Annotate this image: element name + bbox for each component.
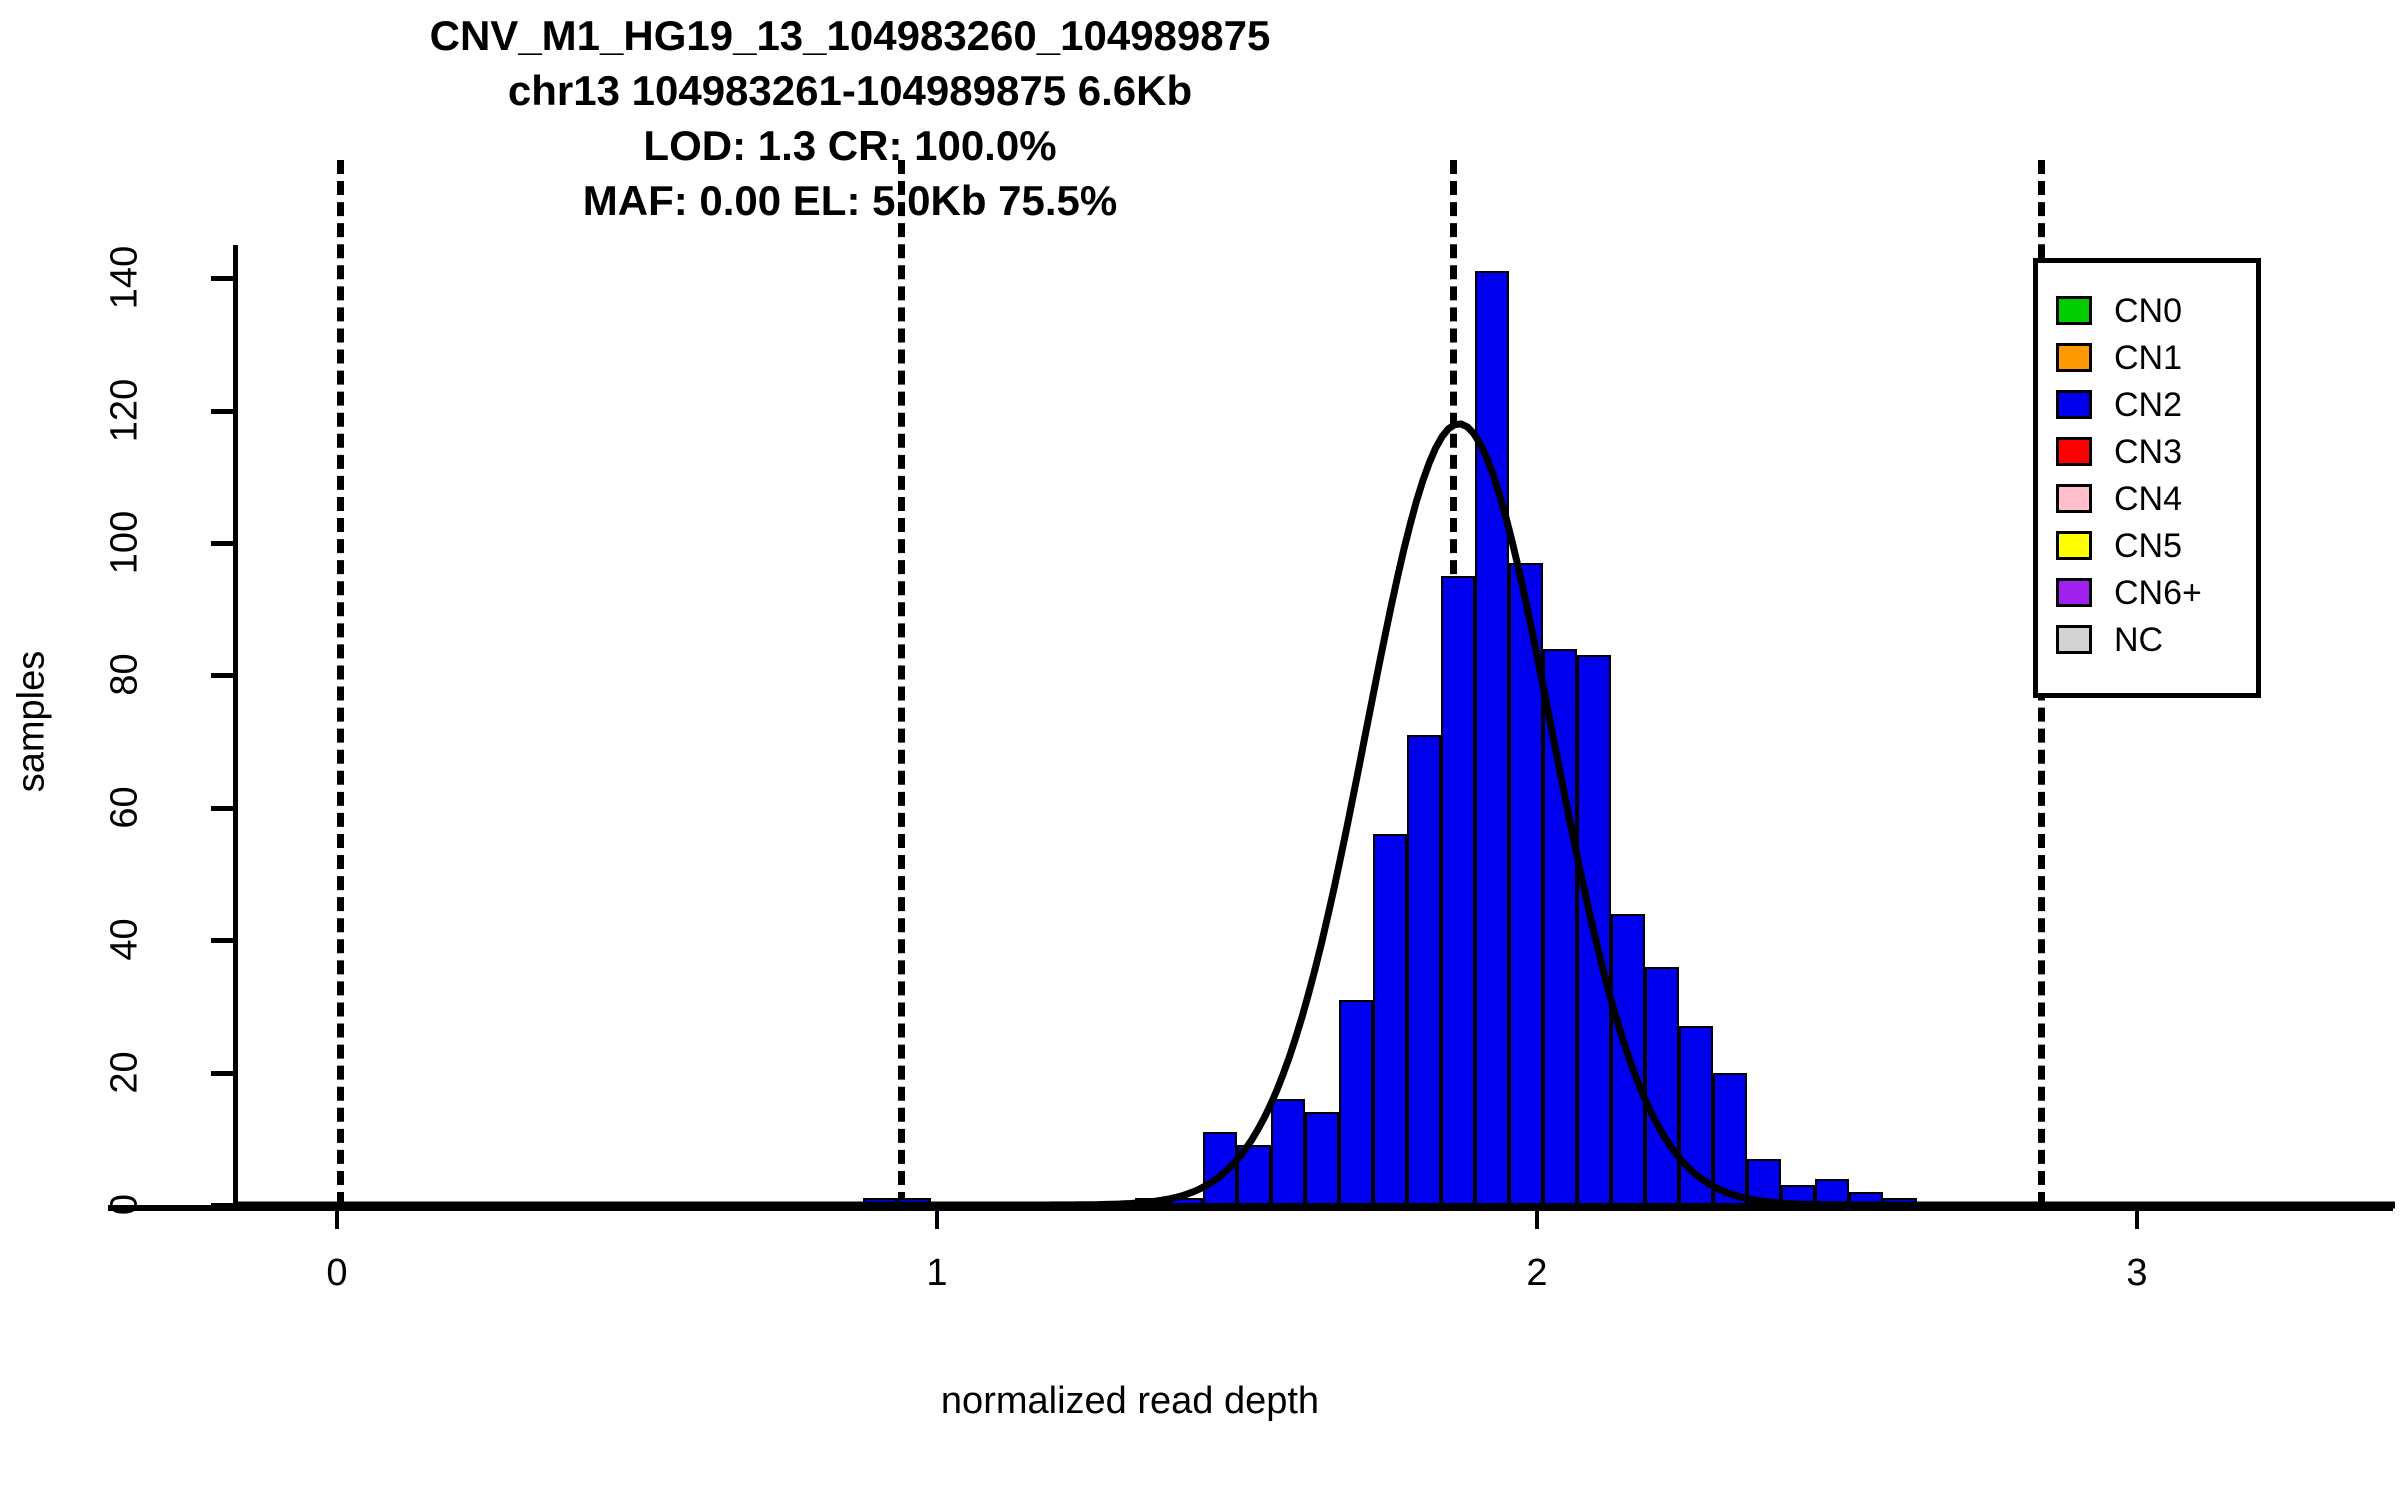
legend-swatch-icon (2056, 484, 2092, 513)
legend-swatch-icon (2056, 343, 2092, 372)
y-axis-title: samples (0, 0, 60, 1500)
histogram-bar (1475, 271, 1509, 1205)
legend-item-cn2[interactable]: CN2 (2038, 381, 2256, 428)
x-tick-label: 2 (1526, 1252, 1548, 1294)
legend-item-cn4[interactable]: CN4 (2038, 475, 2256, 522)
legend-item-cn5[interactable]: CN5 (2038, 522, 2256, 569)
y-tick-label: 80 (103, 653, 146, 696)
legend-swatch-icon (2056, 437, 2092, 466)
legend-swatch-icon (2056, 390, 2092, 419)
legend-item-label: CN0 (2114, 291, 2183, 330)
y-tick-mark (211, 673, 233, 679)
density-curve (235, 420, 2395, 1209)
x-axis-title: normalized read depth (0, 1380, 2260, 1423)
x-tick-mark (2135, 1205, 2139, 1229)
x-axis-title-label: normalized read depth (940, 1380, 1320, 1422)
legend-swatch-icon (2056, 531, 2092, 560)
y-tick-label: 120 (103, 378, 146, 442)
histogram-bar (1407, 734, 1442, 1205)
y-tick-label: 0 (103, 1193, 146, 1216)
legend-item-label: NC (2114, 620, 2164, 659)
y-tick-mark (211, 408, 233, 414)
y-tick-mark (211, 805, 233, 811)
title-line-1: CNV_M1_HG19_13_104983260_104989875 (429, 12, 1271, 59)
x-tick-label: 3 (2126, 1252, 2148, 1294)
x-axis-line (108, 1205, 2393, 1211)
legend-item-label: CN4 (2114, 479, 2183, 518)
legend-item-label: CN1 (2114, 338, 2183, 377)
legend-item-label: CN2 (2114, 385, 2183, 424)
x-tick-label: 0 (326, 1252, 348, 1294)
legend-swatch-icon (2056, 296, 2092, 325)
legend-item-cn6plus[interactable]: CN6+ (2038, 569, 2256, 616)
histogram-bar (1305, 1112, 1340, 1205)
histogram-bar (1236, 1145, 1271, 1205)
histogram-bar (1644, 966, 1679, 1205)
y-axis-line (233, 245, 238, 1205)
y-tick-label: 20 (103, 1050, 146, 1094)
histogram-bar (1373, 834, 1407, 1205)
legend-item-nc[interactable]: NC (2038, 616, 2256, 663)
y-tick-label: 140 (103, 245, 146, 310)
histogram-bar (1713, 1072, 1748, 1205)
x-tick-mark (335, 1205, 339, 1229)
legend-swatch-icon (2056, 625, 2092, 654)
y-axis-title-label: samples (10, 650, 53, 793)
chart-title: CNV_M1_HG19_13_104983260_104989875 chr13… (0, 8, 1700, 228)
legend-box: CN0 CN1 CN2 CN3 CN4 CN5 CN6+ NC (2033, 258, 2261, 698)
legend-list: CN0 CN1 CN2 CN3 CN4 CN5 CN6+ NC (2038, 263, 2256, 663)
histogram-bar (1271, 1099, 1305, 1205)
title-line-4: MAF: 0.00 EL: 5.0Kb 75.5% (582, 177, 1118, 224)
y-tick-mark (211, 938, 233, 944)
x-tick-mark (1535, 1205, 1539, 1229)
y-tick-mark (211, 1203, 233, 1208)
legend-item-cn0[interactable]: CN0 (2038, 287, 2256, 334)
title-line-2: chr13 104983261-104989875 6.6Kb (507, 67, 1193, 114)
histogram-bar (1679, 1026, 1713, 1205)
y-tick-mark (211, 1070, 233, 1076)
histogram-bar (1440, 576, 1475, 1205)
plot-area: 0 20 40 60 80 100 120 140 0 1 2 3 (104, 160, 2395, 1294)
y-tick-mark (211, 276, 233, 282)
legend-item-cn1[interactable]: CN1 (2038, 334, 2256, 381)
x-tick-mark (935, 1205, 939, 1229)
histogram-bar (1815, 1178, 1850, 1205)
histogram-bar (1542, 648, 1577, 1205)
legend-item-label: CN6+ (2114, 573, 2202, 612)
y-tick-label: 100 (103, 510, 146, 575)
legend-item-label: CN3 (2114, 432, 2183, 471)
histogram-bar (1338, 999, 1373, 1205)
histogram-bar (1203, 1132, 1238, 1205)
legend-item-label: CN5 (2114, 526, 2183, 565)
threshold-line (337, 160, 344, 1206)
legend-swatch-icon (2056, 578, 2092, 607)
y-tick-mark (211, 540, 233, 546)
title-line-3: LOD: 1.3 CR: 100.0% (643, 122, 1057, 169)
y-tick-label: 60 (103, 786, 146, 829)
y-tick-label: 40 (103, 918, 146, 961)
x-tick-label: 1 (926, 1252, 948, 1294)
legend-item-cn3[interactable]: CN3 (2038, 428, 2256, 475)
threshold-line (898, 160, 905, 1206)
